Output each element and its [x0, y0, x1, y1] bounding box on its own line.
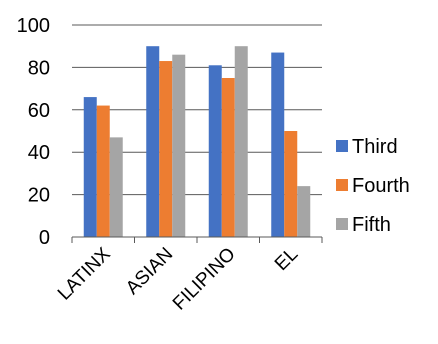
- bar-asian-fifth: [172, 54, 186, 238]
- y-tick-label-20: 20: [28, 185, 50, 207]
- legend-swatch-third: [336, 140, 348, 152]
- y-tick-label-80: 80: [28, 57, 50, 79]
- bar-el-fifth: [297, 186, 311, 237]
- y-tick-label-100: 100: [17, 15, 50, 37]
- legend-swatch-fourth: [336, 179, 348, 191]
- bar-latinx-fifth: [109, 137, 123, 237]
- legend-label-fifth: Fifth: [352, 214, 391, 236]
- bar-series: [83, 46, 311, 238]
- bar-el-fourth: [284, 131, 298, 237]
- x-axis-ticks: [71, 237, 323, 243]
- x-category-label-filipino: FILIPINO: [169, 244, 240, 315]
- x-category-label-el: EL: [271, 244, 302, 275]
- bar-asian-fourth: [159, 61, 173, 237]
- legend-label-third: Third: [352, 136, 398, 158]
- legend-swatch-fifth: [336, 218, 348, 230]
- bar-filipino-third: [208, 65, 222, 237]
- legend-label-fourth: Fourth: [352, 175, 410, 197]
- bar-latinx-third: [83, 97, 97, 237]
- x-category-label-latinx: LATINX: [54, 243, 115, 304]
- y-tick-label-0: 0: [39, 227, 50, 249]
- bar-filipino-fifth: [234, 46, 248, 238]
- y-tick-label-40: 40: [28, 142, 50, 164]
- x-category-label-asian: ASIAN: [122, 244, 177, 299]
- y-tick-label-60: 60: [28, 100, 50, 122]
- bar-asian-third: [146, 46, 160, 238]
- legend: Third Fourth Fifth: [336, 136, 410, 236]
- bar-el-third: [271, 52, 285, 238]
- bar-filipino-fourth: [221, 78, 235, 237]
- y-axis-ticks: 0 20 40 60 80 100: [17, 15, 50, 249]
- bar-latinx-fourth: [96, 105, 110, 237]
